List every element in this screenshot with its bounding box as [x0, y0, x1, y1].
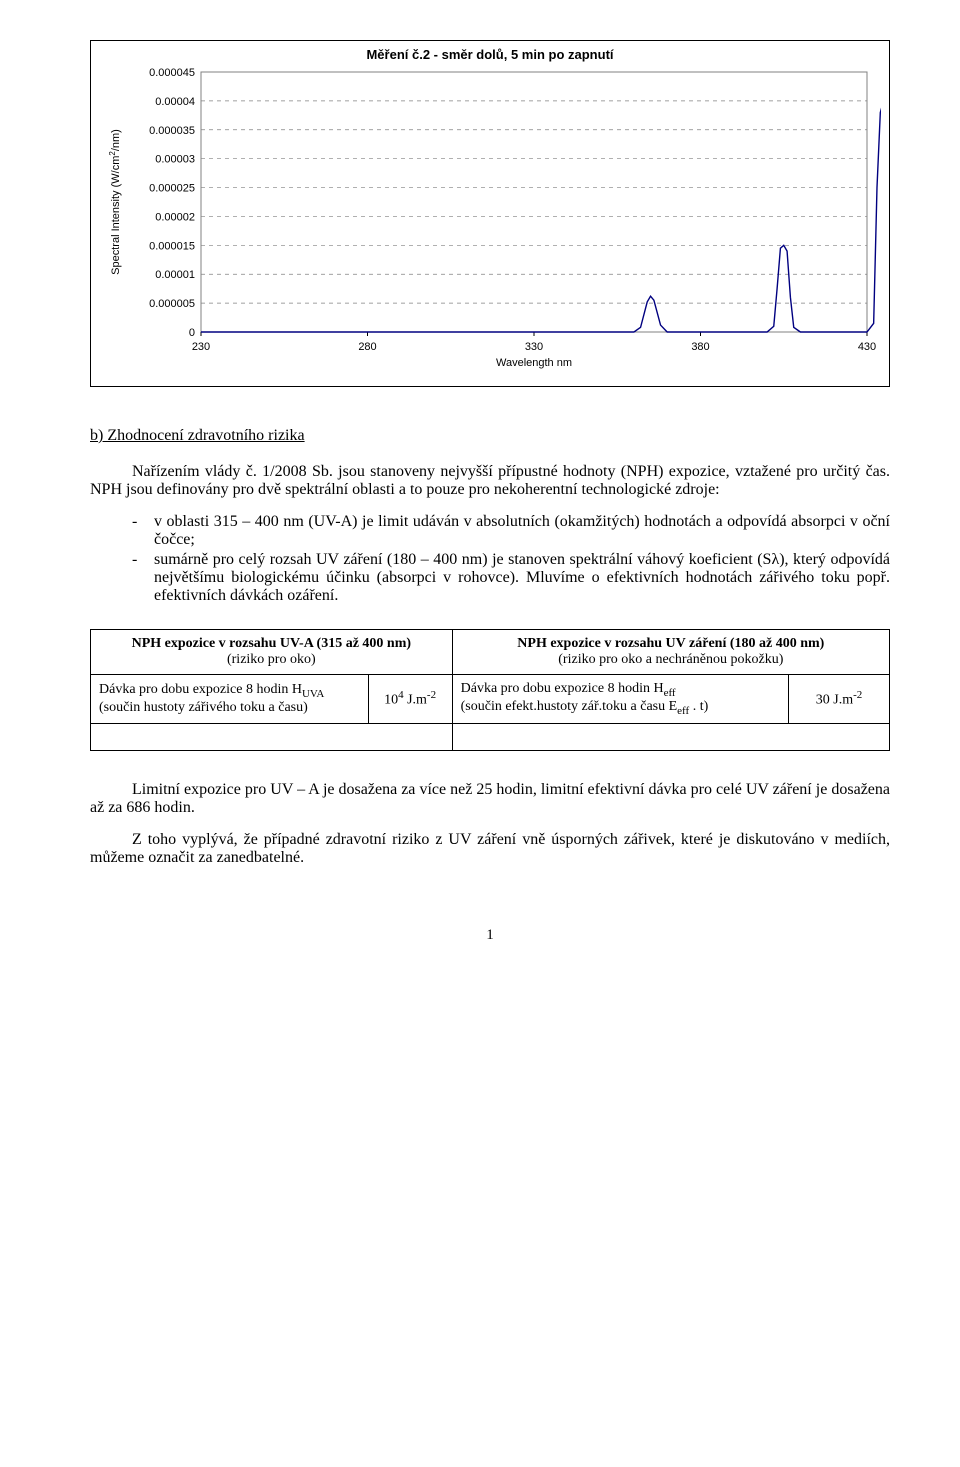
svg-text:0.00002: 0.00002 — [155, 211, 195, 223]
table-cell-right-value: 30 J.m-2 — [789, 675, 890, 724]
table-empty-cell-left — [91, 723, 453, 750]
svg-text:380: 380 — [691, 341, 709, 353]
table-header-left: NPH expozice v rozsahu UV-A (315 až 400 … — [91, 630, 453, 675]
table-header-right-sub: (riziko pro oko a nechráněnou pokožku) — [558, 652, 783, 667]
list-item: v oblasti 315 – 400 nm (UV-A) je limit u… — [132, 513, 890, 549]
bullet-list: v oblasti 315 – 400 nm (UV-A) je limit u… — [90, 513, 890, 605]
svg-text:0.00001: 0.00001 — [155, 269, 195, 281]
svg-text:0.000015: 0.000015 — [149, 240, 195, 252]
svg-text:0.000005: 0.000005 — [149, 298, 195, 310]
svg-text:0.000035: 0.000035 — [149, 125, 195, 137]
paragraph-conclusion-2: Z toho vyplývá, že případné zdravotní ri… — [90, 831, 890, 867]
svg-text:0.000025: 0.000025 — [149, 183, 195, 195]
table-header-right: NPH expozice v rozsahu UV záření (180 až… — [452, 630, 889, 675]
paragraph-conclusion-1: Limitní expozice pro UV – A je dosažena … — [90, 781, 890, 817]
svg-text:430: 430 — [858, 341, 876, 353]
svg-text:0.00004: 0.00004 — [155, 96, 195, 108]
svg-text:280: 280 — [358, 341, 376, 353]
svg-text:0.00003: 0.00003 — [155, 154, 195, 166]
svg-text:Wavelength nm: Wavelength nm — [496, 357, 572, 369]
table-header-left-main: NPH expozice v rozsahu UV-A (315 až 400 … — [132, 636, 411, 651]
table-header-right-main: NPH expozice v rozsahu UV záření (180 až… — [517, 636, 824, 651]
svg-text:330: 330 — [525, 341, 543, 353]
paragraph-intro: Nařízením vlády č. 1/2008 Sb. jsou stano… — [90, 463, 890, 499]
page-number: 1 — [90, 927, 890, 944]
list-item: sumárně pro celý rozsah UV záření (180 –… — [132, 551, 890, 605]
table-header-left-sub: (riziko pro oko) — [227, 652, 316, 667]
nph-table: NPH expozice v rozsahu UV-A (315 až 400 … — [90, 629, 890, 751]
svg-text:230: 230 — [192, 341, 210, 353]
table-cell-right-desc: Dávka pro dobu expozice 8 hodin Heff (so… — [452, 675, 788, 724]
chart-plot-area: 0 0.000005 0.00001 0.000015 0.00002 0.000025 0… — [101, 66, 879, 376]
chart-container: Měření č.2 - směr dolů, 5 min po zapnutí… — [90, 40, 890, 387]
table-empty-cell-right — [452, 723, 889, 750]
table-cell-left-value: 104 J.m-2 — [368, 675, 452, 724]
chart-title: Měření č.2 - směr dolů, 5 min po zapnutí — [101, 47, 879, 62]
spectral-line-chart: 0 0.000005 0.00001 0.000015 0.00002 0.000025 0… — [101, 66, 881, 376]
svg-text:0.000045: 0.000045 — [149, 67, 195, 79]
table-cell-left-desc: Dávka pro dobu expozice 8 hodin HUVA (so… — [91, 675, 369, 724]
section-heading: b) Zhodnocení zdravotního rizika — [90, 427, 890, 445]
svg-text:Spectral Intensity (W/cm2/nm): Spectral Intensity (W/cm2/nm) — [108, 129, 123, 275]
svg-text:0: 0 — [189, 327, 195, 339]
